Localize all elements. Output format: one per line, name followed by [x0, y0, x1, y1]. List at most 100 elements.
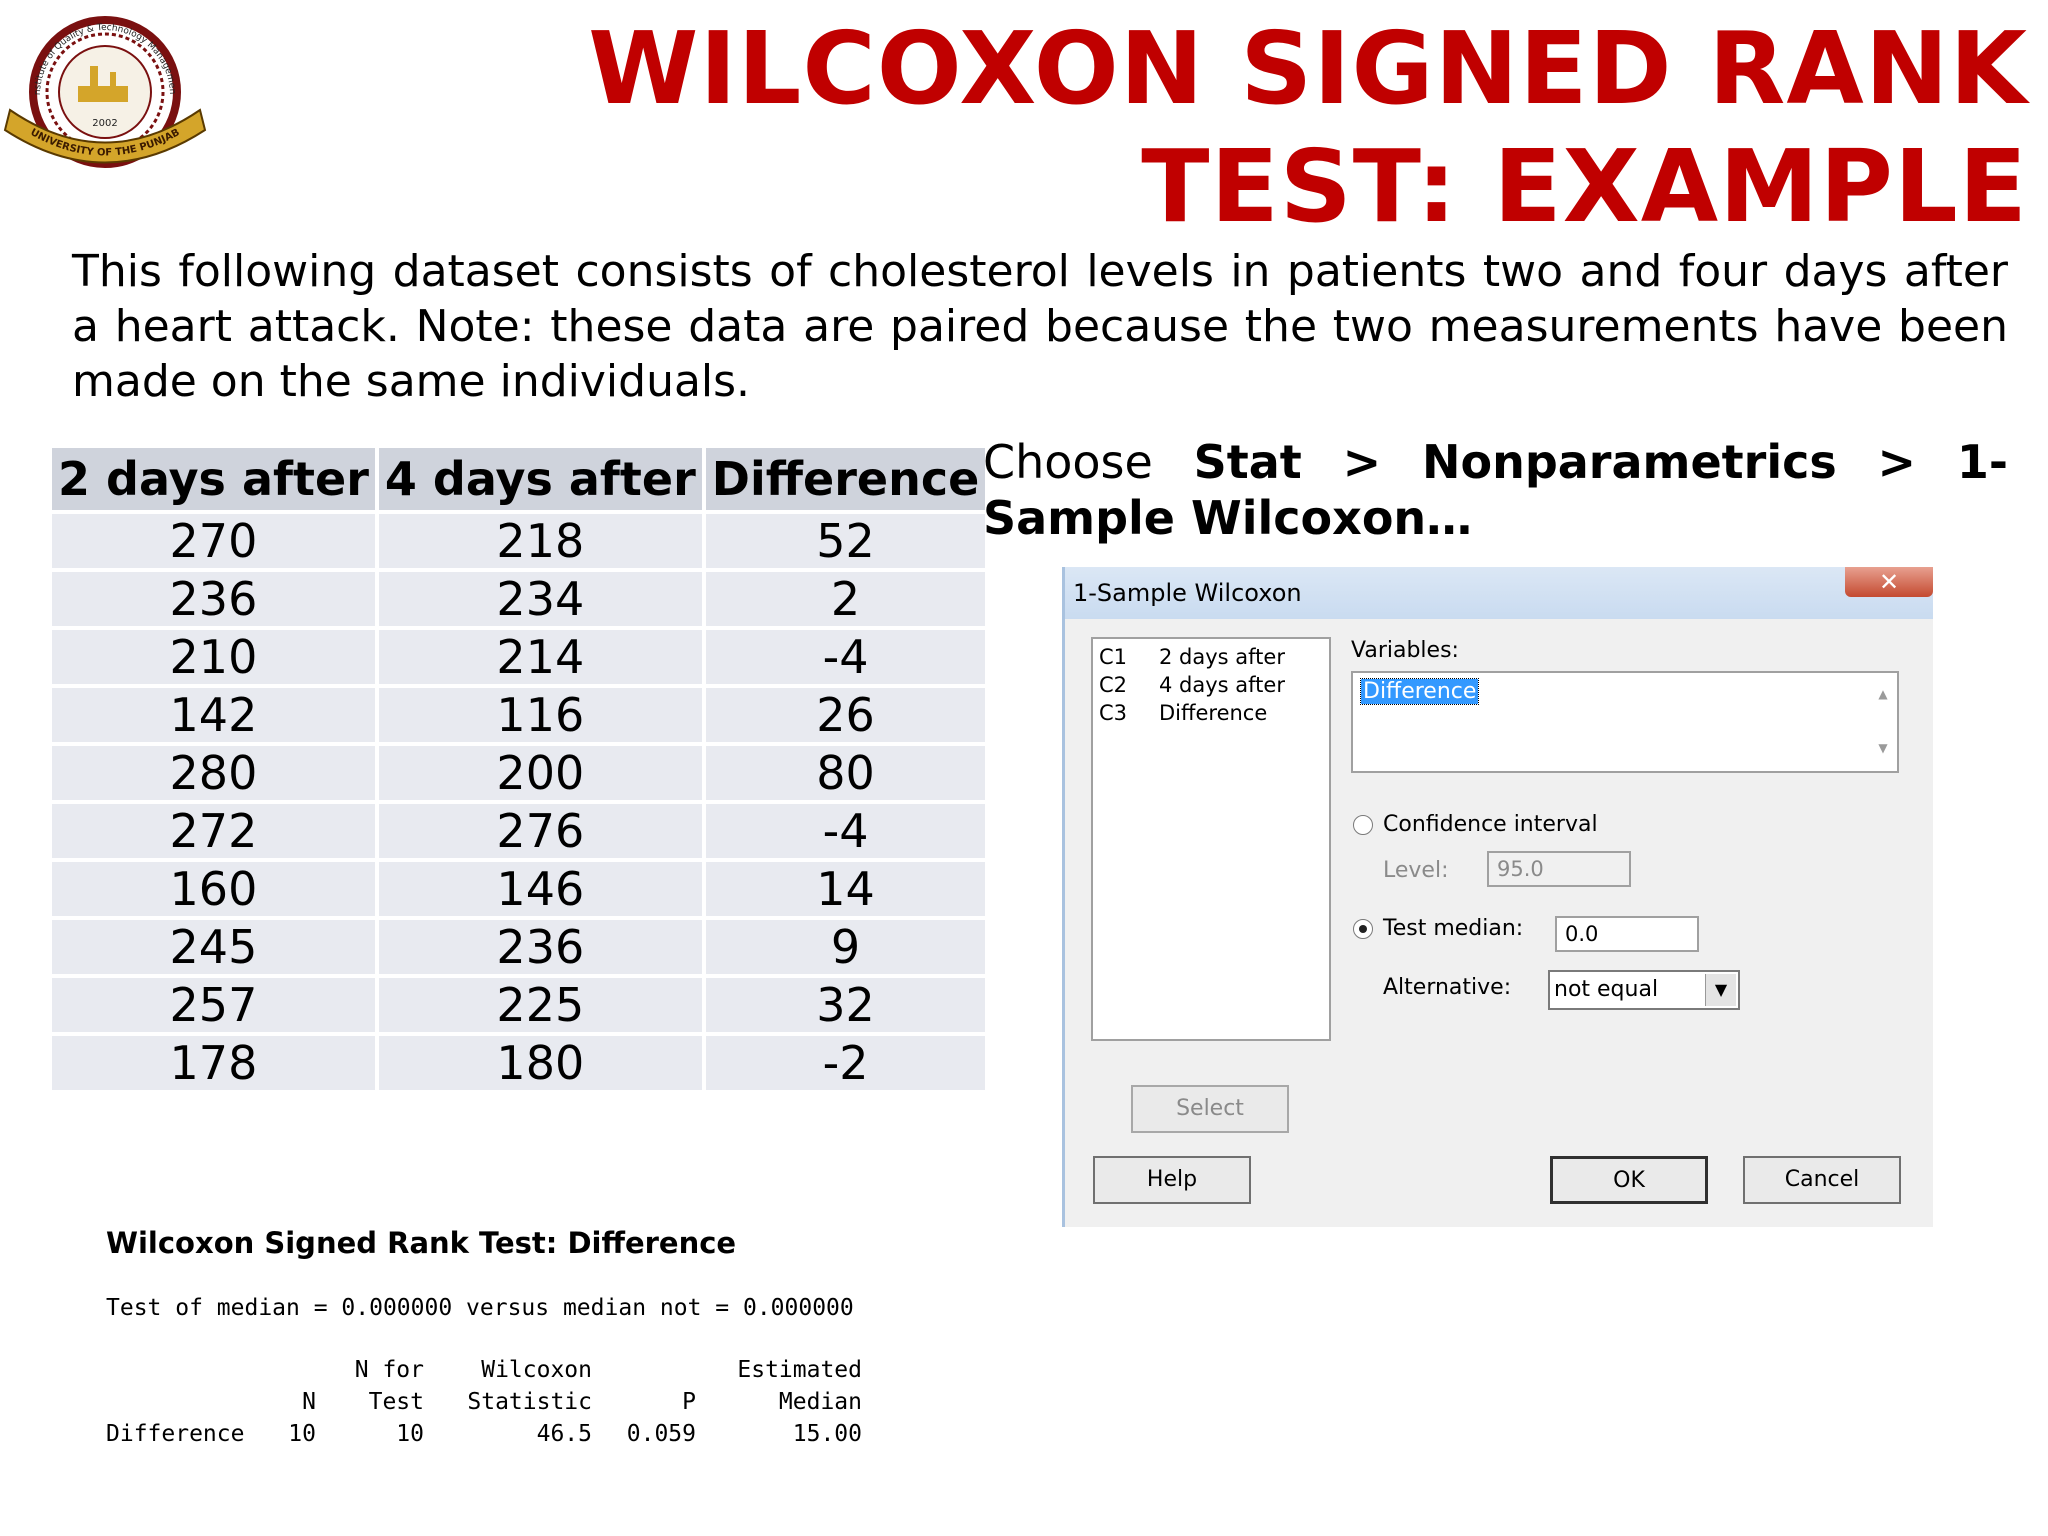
confidence-interval-radio[interactable] [1353, 815, 1373, 835]
column-id: C3 [1099, 701, 1128, 725]
cell: 26 [703, 684, 986, 744]
cell: 270 [52, 510, 379, 570]
cell: 142 [52, 684, 379, 744]
variables-input[interactable]: Difference ▲ ▼ [1351, 671, 1899, 773]
alternative-value: not equal [1554, 977, 1659, 1002]
output-cell: 10 [288, 1421, 316, 1447]
column-list[interactable]: C1 2 days after C2 4 days after C3 Differen… [1091, 637, 1331, 1041]
cell: 180 [376, 1032, 706, 1090]
cell: 272 [52, 800, 379, 860]
header-difference: Difference [703, 448, 986, 512]
column-item-c3[interactable]: C3 Difference [1099, 701, 1267, 725]
cell: 236 [52, 568, 379, 628]
menu-nonparametrics: Nonparametrics [1421, 435, 1837, 489]
output-cell: Estimated [737, 1357, 862, 1383]
output-cell: Test [368, 1389, 424, 1415]
table-row: 142 116 26 [52, 684, 986, 744]
table-row: 270 218 52 [52, 510, 986, 570]
chevron-down-icon[interactable]: ▼ [1705, 974, 1736, 1006]
output-cell [100, 1354, 256, 1386]
select-button[interactable]: Select [1131, 1085, 1289, 1133]
column-item-c2[interactable]: C2 4 days after [1099, 673, 1285, 697]
menu-path-prefix: Choose [983, 435, 1153, 489]
header-2-days: 2 days after [52, 448, 379, 512]
output-cell: Median [778, 1389, 862, 1415]
cell: 32 [703, 974, 986, 1034]
level-label: Level: [1383, 858, 1449, 883]
cancel-button[interactable]: Cancel [1743, 1156, 1901, 1204]
table-row: 280 200 80 [52, 742, 986, 802]
column-item-c1[interactable]: C1 2 days after [1099, 645, 1285, 669]
cell: 200 [376, 742, 706, 802]
intro-paragraph: This following dataset consists of chole… [72, 246, 2008, 407]
cell: 14 [703, 858, 986, 918]
menu-stat: Stat [1193, 435, 1302, 489]
variables-value: Difference [1359, 678, 1480, 705]
alternative-label: Alternative: [1383, 975, 1512, 1000]
cell: 116 [376, 684, 706, 744]
close-button[interactable]: ✕ [1845, 567, 1933, 597]
test-median-label: Test median: [1383, 916, 1524, 941]
output-cell: 15.00 [792, 1421, 862, 1447]
cell: 178 [52, 1032, 379, 1090]
cell: 225 [376, 974, 706, 1034]
cell: 234 [376, 568, 706, 628]
cell: 210 [52, 626, 379, 686]
table-row: 160 146 14 [52, 858, 986, 918]
dialog-titlebar[interactable]: 1-Sample Wilcoxon ✕ [1065, 567, 1933, 619]
variables-label: Variables: [1351, 638, 1459, 663]
cell: 245 [52, 916, 379, 976]
cell: 218 [376, 510, 706, 570]
output-cell: N [302, 1389, 316, 1415]
cell: 276 [376, 800, 706, 860]
output-test-line: Test of median = 0.000000 versus median … [106, 1295, 854, 1321]
header-4-days: 4 days after [376, 448, 706, 512]
output-title: Wilcoxon Signed Rank Test: Difference [106, 1226, 737, 1260]
cell: 2 [703, 568, 986, 628]
variables-scrollbar[interactable]: ▲ ▼ [1871, 675, 1895, 769]
help-button[interactable]: Help [1093, 1156, 1251, 1204]
scroll-down-icon[interactable]: ▼ [1878, 741, 1888, 755]
output-header-row: N for Wilcoxon Estimated [100, 1354, 862, 1386]
column-id: C2 [1099, 673, 1128, 697]
output-data-row: Difference 10 10 46.5 0.059 15.00 [100, 1418, 862, 1450]
table-row: 245 236 9 [52, 916, 986, 976]
table-header-row: 2 days after 4 days after Difference [52, 448, 986, 512]
table-row: 236 234 2 [52, 568, 986, 628]
output-cell: 46.5 [536, 1421, 592, 1447]
title-line-1: WILCOXON SIGNED RANK [588, 10, 2028, 127]
ok-button[interactable]: OK [1550, 1156, 1708, 1204]
dialog-title: 1-Sample Wilcoxon [1073, 579, 1302, 607]
output-header-row: N Test Statistic P Median [100, 1386, 862, 1418]
cholesterol-data-table: 2 days after 4 days after Difference 270… [52, 448, 986, 1090]
output-cell: Difference [106, 1421, 245, 1447]
cell: 9 [703, 916, 986, 976]
test-median-input[interactable]: 0.0 [1555, 916, 1699, 952]
wilcoxon-dialog: 1-Sample Wilcoxon ✕ C1 2 days after C2 4 d… [1062, 567, 1933, 1227]
cell: -4 [703, 800, 986, 860]
table-row: 257 225 32 [52, 974, 986, 1034]
cell: 214 [376, 626, 706, 686]
alternative-select[interactable]: not equal ▼ [1548, 970, 1740, 1010]
test-median-radio[interactable] [1353, 919, 1373, 939]
title-line-2: TEST: EXAMPLE [1141, 128, 2028, 245]
output-cell [592, 1354, 696, 1386]
column-id: C1 [1099, 645, 1128, 669]
table-row: 210 214 -4 [52, 626, 986, 686]
cell: 280 [52, 742, 379, 802]
output-cell: Statistic [467, 1389, 592, 1415]
output-results-table: N for Wilcoxon Estimated N Test Statisti… [100, 1354, 862, 1450]
cell: 257 [52, 974, 379, 1034]
cell: 160 [52, 858, 379, 918]
column-name: Difference [1159, 701, 1268, 725]
confidence-interval-label: Confidence interval [1383, 812, 1598, 837]
scroll-up-icon[interactable]: ▲ [1878, 687, 1888, 701]
level-input[interactable]: 95.0 [1487, 851, 1631, 887]
menu-separator: > [1342, 435, 1382, 489]
output-cell: P [682, 1389, 696, 1415]
output-cell: 10 [396, 1421, 424, 1447]
menu-path-instruction: Choose Stat > Nonparametrics > 1-Sample … [983, 434, 2008, 546]
table-row: 272 276 -4 [52, 800, 986, 860]
output-cell: 0.059 [626, 1421, 696, 1447]
column-name: 4 days after [1159, 673, 1285, 697]
